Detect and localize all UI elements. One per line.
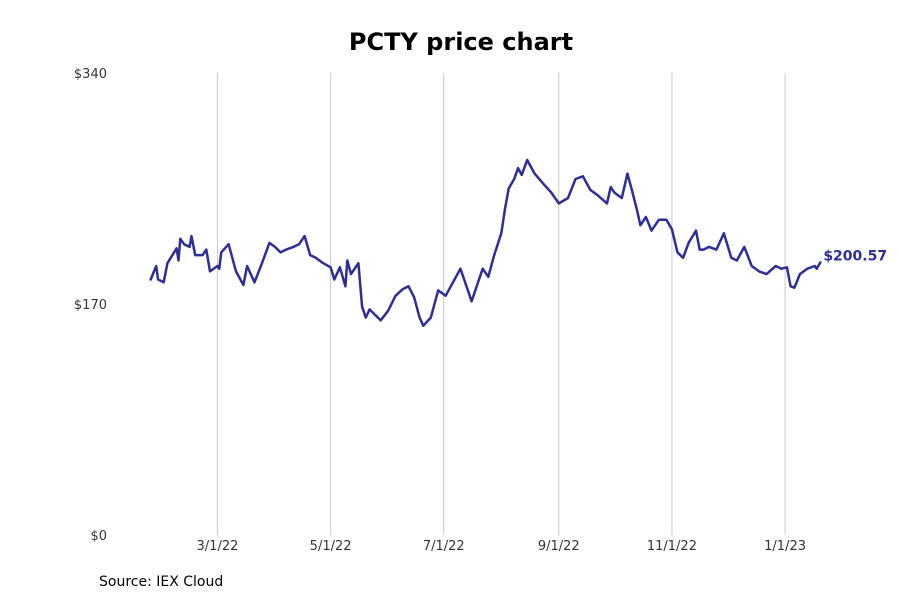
- y-axis-ticks: $0 $170 $340: [74, 67, 107, 544]
- x-tick-label: 7/1/22: [423, 539, 465, 554]
- y-tick-label: $340: [74, 67, 107, 82]
- x-tick-label: 3/1/22: [197, 539, 239, 554]
- source-note: Source: IEX Cloud: [99, 574, 224, 590]
- last-price-label: $200.57: [823, 248, 887, 264]
- price-series-line: [149, 158, 822, 327]
- x-axis-ticks: 3/1/22 5/1/22 7/1/22 9/1/22 11/1/22 1/1/23: [197, 539, 806, 554]
- y-tick-label: $170: [74, 298, 107, 313]
- chart-title: PCTY price chart: [348, 28, 574, 56]
- x-tick-label: 11/1/22: [647, 539, 697, 554]
- x-tick-label: 5/1/22: [310, 539, 352, 554]
- x-tick-label: 9/1/22: [538, 539, 580, 554]
- x-tick-label: 1/1/23: [764, 539, 806, 554]
- y-tick-label: $0: [90, 529, 107, 544]
- grid-lines: [216, 73, 786, 535]
